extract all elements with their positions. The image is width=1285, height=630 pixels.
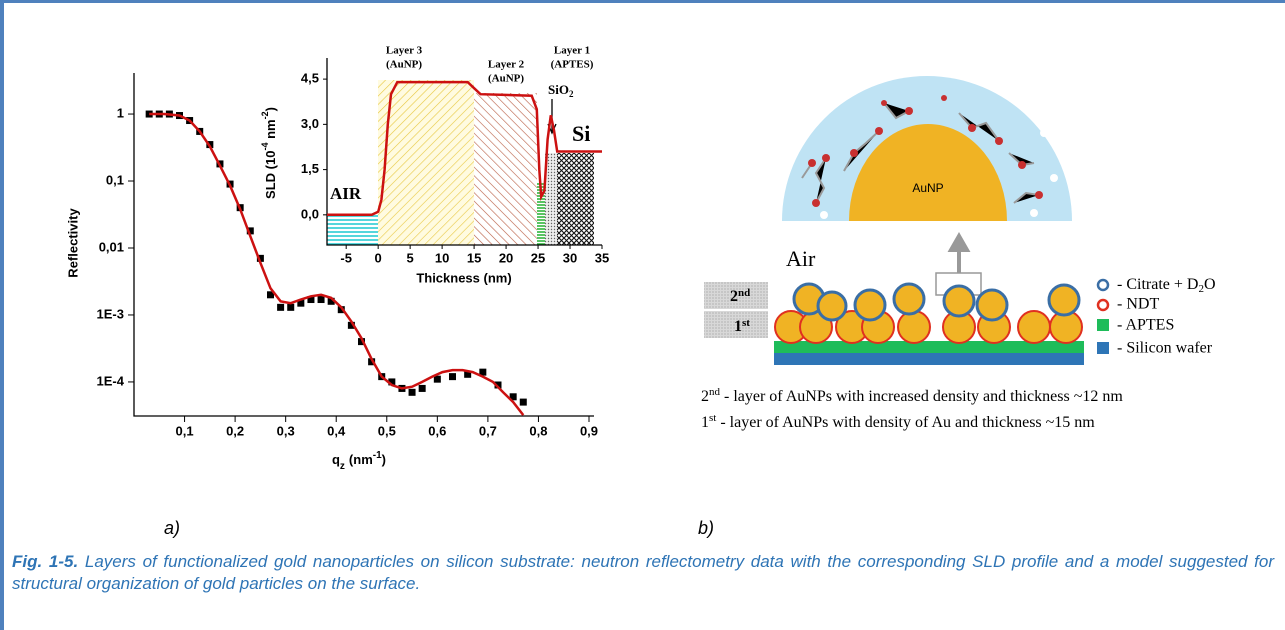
notes: 2nd - layer of AuNPs with increased dens… bbox=[701, 386, 1123, 431]
silicon-layer bbox=[774, 353, 1084, 365]
y-tick-label: 0,1 bbox=[106, 172, 124, 187]
x-tick-label: 0 bbox=[375, 250, 382, 265]
legend-entry: - APTES bbox=[1117, 317, 1174, 334]
y-tick-label: 0,01 bbox=[99, 239, 124, 254]
caption-text: Layers of functionalized gold nanopartic… bbox=[12, 552, 1274, 593]
inset-regions bbox=[327, 80, 594, 245]
y-tick-label: 0,0 bbox=[301, 206, 319, 221]
layer-labels: 2nd 1st bbox=[730, 287, 750, 335]
y-tick-label: 1 bbox=[117, 105, 124, 120]
annotation: SiO2 bbox=[548, 82, 574, 99]
air-label: Air bbox=[786, 246, 816, 271]
diagram: 2nd 1st Air AuNP - Citrate + D2O - NDT -… bbox=[701, 76, 1216, 431]
data-point bbox=[287, 304, 294, 311]
x-tick-label: 0,8 bbox=[529, 423, 547, 438]
x-tick-label: 35 bbox=[595, 250, 609, 265]
data-point bbox=[277, 304, 284, 311]
x-tick-label: 10 bbox=[435, 250, 449, 265]
legend-entry: - Silicon wafer bbox=[1117, 340, 1213, 357]
page: Reflectivity qz(nm-1) SLD (10-4 nm-2) Th… bbox=[0, 0, 1285, 630]
particle-label: AuNP bbox=[912, 181, 943, 195]
y-tick-label: 1E-4 bbox=[97, 373, 125, 388]
data-point bbox=[449, 373, 456, 380]
y-axis-title: Reflectivity bbox=[65, 208, 80, 278]
legend: - Citrate + D2O - NDT - APTES - Silicon … bbox=[1117, 276, 1216, 357]
data-point bbox=[318, 296, 325, 303]
annotation: AIR bbox=[330, 184, 362, 203]
data-point bbox=[419, 385, 426, 392]
y-tick-label: 1,5 bbox=[301, 161, 319, 176]
caption: Fig. 1-5. Layers of functionalized gold … bbox=[12, 551, 1274, 595]
x-tick-label: 0,5 bbox=[378, 423, 396, 438]
annotation: Layer 3 bbox=[386, 45, 423, 57]
annotation: Si bbox=[572, 121, 590, 146]
inset-y-axis-title: SLD (10-4 nm-2) bbox=[260, 107, 278, 199]
note: 2nd - layer of AuNPs with increased dens… bbox=[701, 386, 1123, 405]
x-tick-label: 0,2 bbox=[226, 423, 244, 438]
y-tick-label: 4,5 bbox=[301, 71, 319, 86]
legend-swatch bbox=[1098, 300, 1108, 310]
note: 1st - layer of AuNPs with density of Au … bbox=[701, 412, 1095, 431]
y-tick-label: 1E-3 bbox=[97, 306, 124, 321]
x-tick-label: 0,9 bbox=[580, 423, 598, 438]
data-point bbox=[409, 389, 416, 396]
panel-label: a) bbox=[164, 518, 180, 538]
x-tick-label: 0,7 bbox=[479, 423, 497, 438]
annotation: Layer 2 bbox=[488, 59, 525, 71]
annotation: (APTES) bbox=[551, 59, 594, 71]
x-tick-label: 25 bbox=[531, 250, 545, 265]
x-tick-label: 5 bbox=[407, 250, 414, 265]
x-tick-label: 20 bbox=[499, 250, 513, 265]
caption-label: Fig. 1-5. bbox=[12, 552, 78, 571]
legend-entry: - NDT bbox=[1117, 296, 1159, 313]
data-point bbox=[520, 399, 527, 406]
x-tick-label: 0,6 bbox=[428, 423, 446, 438]
x-tick-label: 15 bbox=[467, 250, 481, 265]
legend-swatch bbox=[1097, 319, 1109, 331]
x-axis-title: qz(nm-1) bbox=[332, 450, 386, 472]
x-tick-label: 0,3 bbox=[277, 423, 295, 438]
x-tick-label: 0,4 bbox=[327, 423, 346, 438]
x-tick-label: -5 bbox=[340, 250, 352, 265]
legend-entry: - Citrate + D2O bbox=[1117, 276, 1216, 295]
x-tick-label: 30 bbox=[563, 250, 577, 265]
arrow bbox=[951, 236, 967, 273]
inset-x-axis-title: Thickness (nm) bbox=[416, 270, 511, 285]
legend-swatch bbox=[1098, 280, 1108, 290]
legend-swatch bbox=[1097, 342, 1109, 354]
y-tick-label: 3,0 bbox=[301, 116, 319, 131]
annotation: (AuNP) bbox=[386, 59, 422, 71]
annotation: (AuNP) bbox=[488, 73, 524, 85]
figure: Reflectivity qz(nm-1) SLD (10-4 nm-2) Th… bbox=[4, 3, 1284, 548]
panel-label: b) bbox=[698, 518, 714, 538]
x-tick-label: 0,1 bbox=[176, 423, 194, 438]
annotation: Layer 1 bbox=[554, 45, 590, 57]
